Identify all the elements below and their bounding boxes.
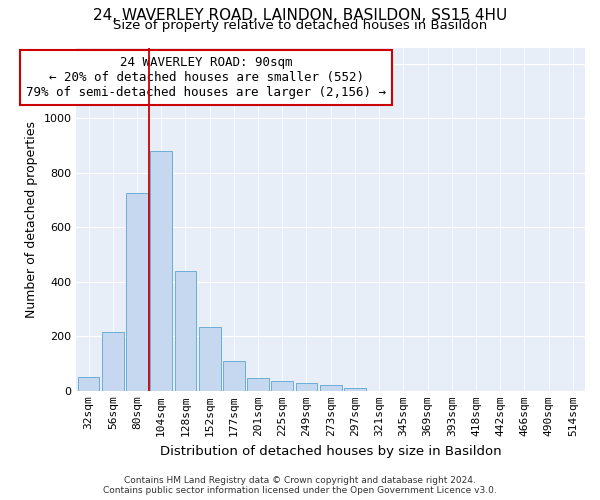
Text: Contains HM Land Registry data © Crown copyright and database right 2024.
Contai: Contains HM Land Registry data © Crown c… bbox=[103, 476, 497, 495]
Bar bbox=[344, 388, 366, 391]
Text: 24, WAVERLEY ROAD, LAINDON, BASILDON, SS15 4HU: 24, WAVERLEY ROAD, LAINDON, BASILDON, SS… bbox=[93, 8, 507, 22]
Bar bbox=[77, 376, 100, 391]
Bar bbox=[175, 271, 196, 391]
Bar bbox=[320, 386, 341, 391]
Text: Size of property relative to detached houses in Basildon: Size of property relative to detached ho… bbox=[113, 18, 487, 32]
Y-axis label: Number of detached properties: Number of detached properties bbox=[25, 120, 38, 318]
Bar bbox=[199, 327, 221, 391]
Bar bbox=[150, 151, 172, 391]
X-axis label: Distribution of detached houses by size in Basildon: Distribution of detached houses by size … bbox=[160, 444, 502, 458]
Bar bbox=[102, 332, 124, 391]
Bar bbox=[271, 380, 293, 391]
Bar bbox=[223, 362, 245, 391]
Bar bbox=[126, 194, 148, 391]
Text: 24 WAVERLEY ROAD: 90sqm
← 20% of detached houses are smaller (552)
79% of semi-d: 24 WAVERLEY ROAD: 90sqm ← 20% of detache… bbox=[26, 56, 386, 99]
Bar bbox=[296, 384, 317, 391]
Bar bbox=[247, 378, 269, 391]
